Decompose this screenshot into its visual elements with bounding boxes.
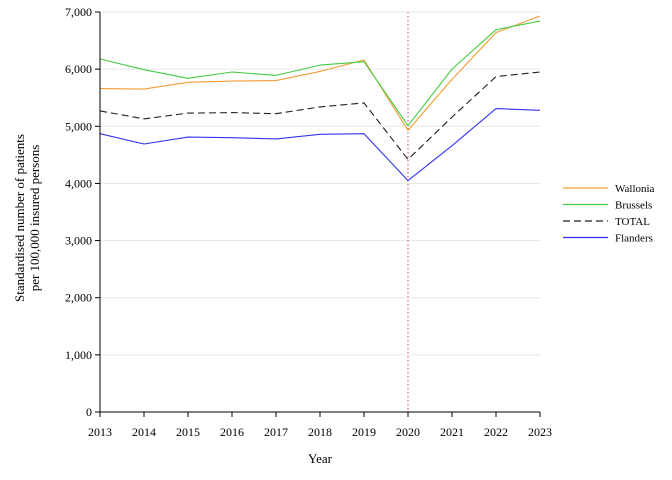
x-axis-title: Year — [308, 451, 333, 466]
x-tick-label: 2015 — [176, 425, 200, 439]
x-tick-label: 2019 — [352, 425, 376, 439]
y-tick-label: 7,000 — [65, 5, 92, 19]
y-tick-label: 3,000 — [65, 234, 92, 248]
x-tick-label: 2018 — [308, 425, 332, 439]
series-line-brussels — [99, 20, 541, 127]
legend-label-wallonia: Wallonia — [615, 183, 655, 195]
series-line-wallonia — [99, 15, 541, 131]
gridlines — [100, 11, 540, 356]
axes — [99, 12, 540, 413]
y-axis-title: Standardised number of patients per 100,… — [12, 134, 42, 302]
legend-label-total: TOTAL — [615, 216, 650, 228]
y-tick-label: 5,000 — [65, 119, 92, 133]
legend-label-flanders: Flanders — [615, 233, 653, 245]
y-tick-label: 0 — [86, 405, 92, 419]
y-tick-label: 4,000 — [65, 176, 92, 190]
x-ticks: 2013 2014 2015 2016 2017 2018 2019 2020 2021 2022… — [88, 412, 552, 439]
x-tick-label: 2014 — [132, 425, 156, 439]
x-tick-label: 2021 — [440, 425, 464, 439]
y-ticks: 0 1,000 2,000 3,000 4,000 5,000 6,000 7,000 — [65, 5, 100, 419]
x-tick-label: 2016 — [220, 425, 244, 439]
x-tick-label: 2017 — [264, 425, 288, 439]
x-tick-label: 2022 — [484, 425, 508, 439]
x-tick-label: 2023 — [528, 425, 552, 439]
legend-label-brussels: Brussels — [615, 200, 652, 212]
x-tick-label: 2020 — [396, 425, 420, 439]
y-tick-label: 2,000 — [65, 291, 92, 305]
series-line-flanders — [99, 108, 541, 182]
y-axis-title-line-1: Standardised number of patients — [12, 134, 27, 302]
series-layer — [99, 15, 541, 182]
series-line-total — [99, 71, 541, 160]
y-axis-title-line-2: per 100,000 insured persons — [27, 145, 42, 292]
x-tick-label: 2013 — [88, 425, 112, 439]
y-tick-label: 1,000 — [65, 348, 92, 362]
y-tick-label: 6,000 — [65, 62, 92, 76]
legend: Wallonia Brussels TOTAL Flanders — [563, 183, 655, 245]
